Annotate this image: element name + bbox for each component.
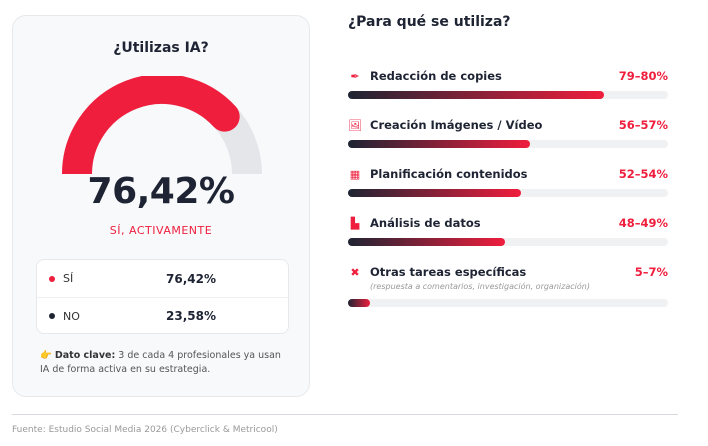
progress-fill bbox=[348, 91, 604, 99]
key-fact: 👉 Dato clave: 3 de cada 4 profesionales … bbox=[40, 349, 290, 377]
legend-label: SÍ bbox=[63, 272, 74, 285]
progress-fill bbox=[348, 140, 531, 148]
divider bbox=[12, 414, 678, 415]
item-name: Análisis de datos bbox=[370, 216, 481, 230]
progress-track bbox=[348, 91, 668, 99]
usage-item: ✖ Otras tareas específicas 5–7% (respuesta … bbox=[348, 264, 668, 307]
item-range: 48–49% bbox=[618, 216, 668, 230]
progress-track bbox=[348, 299, 668, 307]
usage-item: ▙ Análisis de datos 48–49% bbox=[348, 215, 668, 246]
item-range: 5–7% bbox=[634, 265, 668, 279]
key-fact-label: Dato clave: bbox=[54, 350, 116, 361]
legend-label: NO bbox=[63, 309, 80, 323]
card-title: ¿Utilizas IA? bbox=[113, 40, 209, 56]
legend-value: 23,58% bbox=[166, 309, 216, 323]
usage-item: 🖼 Creación Imágenes / Vídeo 56–57% bbox=[348, 117, 668, 148]
progress-track bbox=[348, 140, 668, 148]
gauge-fill bbox=[62, 76, 240, 176]
legend-row-yes: SÍ 76,42% bbox=[37, 260, 288, 297]
ai-usage-card: ¿Utilizas IA? 76,42% SÍ, ACTIVAMENTE SÍ … bbox=[12, 15, 310, 397]
source-note: Fuente: Estudio Social Media 2026 (Cyber… bbox=[12, 425, 278, 435]
usage-percent: 76,42% bbox=[87, 171, 235, 212]
item-range: 52–54% bbox=[618, 167, 668, 181]
legend-row-no: NO 23,58% bbox=[37, 297, 288, 334]
chart-icon: ▙ bbox=[350, 216, 360, 230]
usage-item: ✒ Redacción de copies 79–80% bbox=[348, 68, 668, 99]
item-note: (respuesta a comentarios, investigación,… bbox=[370, 282, 590, 291]
dark-dot-icon bbox=[49, 313, 55, 319]
progress-fill bbox=[348, 189, 521, 197]
item-name: Otras tareas específicas bbox=[370, 265, 527, 279]
tools-icon: ✖ bbox=[350, 265, 360, 279]
usage-label: SÍ, ACTIVAMENTE bbox=[109, 224, 213, 237]
progress-track bbox=[348, 238, 668, 246]
gauge-chart bbox=[62, 76, 262, 176]
usage-item: ▦ Planificación contenidos 52–54% bbox=[348, 166, 668, 197]
item-range: 56–57% bbox=[618, 118, 668, 132]
progress-track bbox=[348, 189, 668, 197]
images-icon: 🖼 bbox=[348, 118, 362, 132]
calendar-icon: ▦ bbox=[349, 167, 361, 181]
item-name: Planificación contenidos bbox=[370, 167, 528, 181]
pointing-hand-icon: 👉 bbox=[40, 350, 52, 361]
section-title: ¿Para qué se utiliza? bbox=[348, 14, 511, 30]
legend-box: SÍ 76,42% NO 23,58% bbox=[36, 259, 289, 334]
red-dot-icon bbox=[49, 275, 55, 282]
item-name: Creación Imágenes / Vídeo bbox=[370, 118, 543, 132]
gauge-base-mask bbox=[62, 174, 262, 176]
item-name: Redacción de copies bbox=[370, 69, 502, 83]
pen-icon: ✒ bbox=[350, 69, 360, 83]
progress-fill bbox=[348, 299, 371, 307]
legend-value: 76,42% bbox=[166, 271, 216, 286]
item-range: 79–80% bbox=[618, 69, 668, 83]
progress-fill bbox=[348, 238, 505, 246]
key-fact-text: 3 de cada 4 profesionales ya usan IA de … bbox=[40, 350, 281, 375]
